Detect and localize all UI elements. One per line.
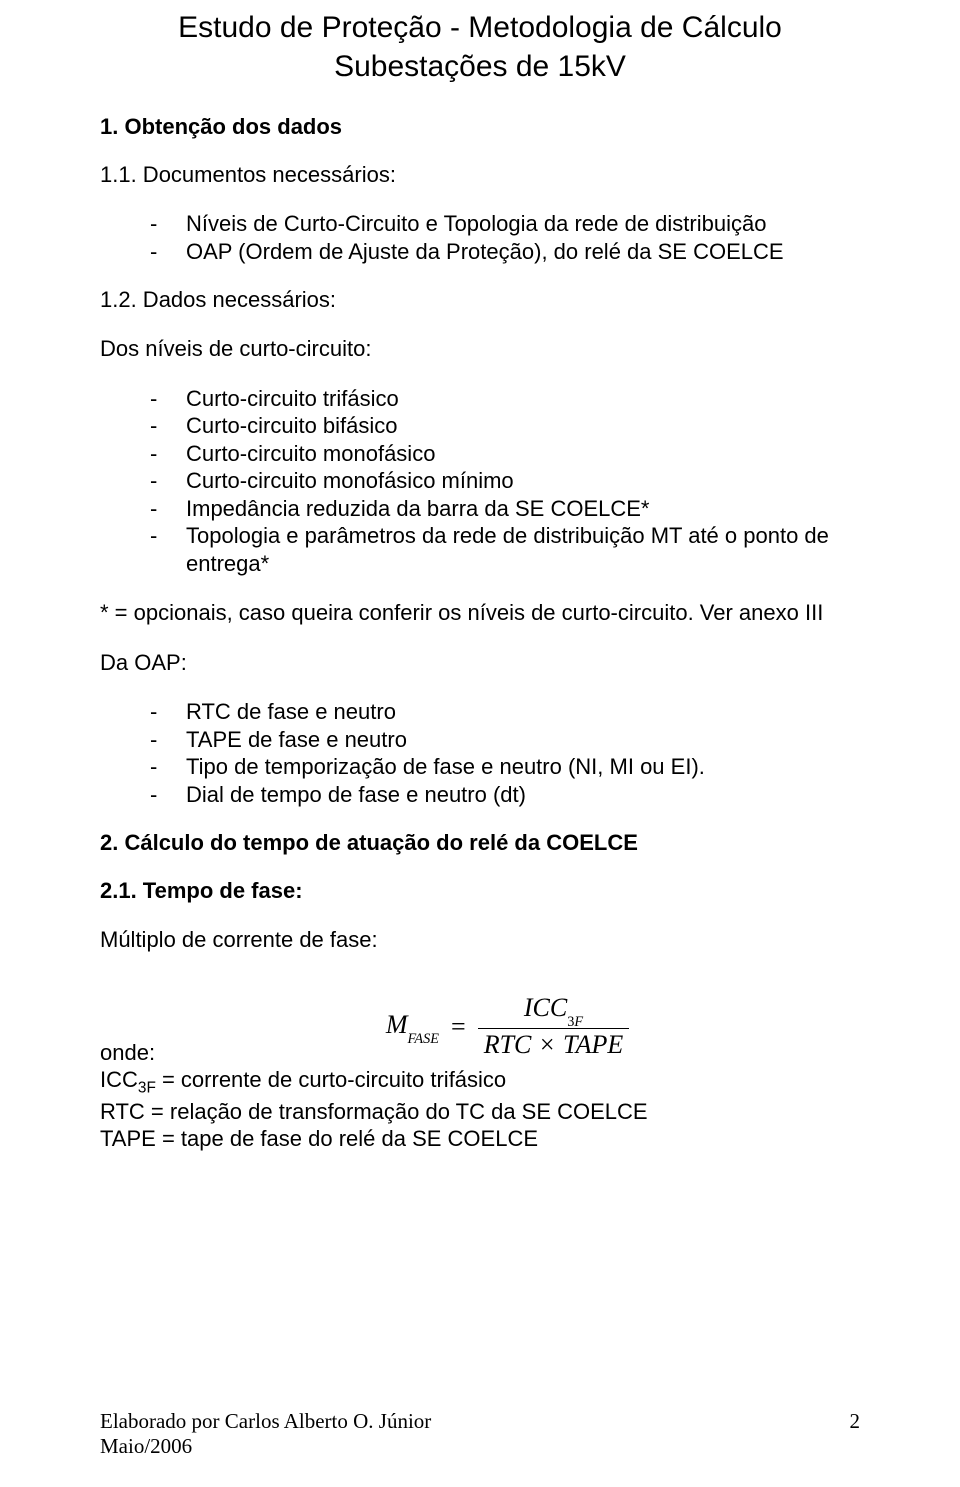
def-icc-post: = corrente de curto-circuito trifásico (156, 1067, 506, 1092)
oap-label: Da OAP: (100, 649, 860, 677)
list-item-text: Tipo de temporização de fase e neutro (N… (186, 753, 860, 781)
list-item-text: OAP (Ordem de Ajuste da Proteção), do re… (186, 238, 860, 266)
formula-num-var: ICC (524, 993, 567, 1022)
list-item: -TAPE de fase e neutro (150, 726, 860, 754)
intro-text: Dos níveis de curto-circuito: (100, 335, 860, 363)
list-item-text: Curto-circuito bifásico (186, 412, 860, 440)
footer-author: Elaborado por Carlos Alberto O. Júnior (100, 1409, 431, 1434)
formula-den-b: TAPE (563, 1030, 623, 1059)
list-item: -Impedância reduzida da barra da SE COEL… (150, 495, 860, 523)
list-dados: -Curto-circuito trifásico -Curto-circuit… (150, 385, 860, 578)
list-item: -Topologia e parâmetros da rede de distr… (150, 522, 860, 577)
list-item-text: Curto-circuito trifásico (186, 385, 860, 413)
formula-den-op: × (538, 1030, 557, 1059)
list-item-text: RTC de fase e neutro (186, 698, 860, 726)
list-oap: -RTC de fase e neutro -TAPE de fase e ne… (150, 698, 860, 808)
title-block: Estudo de Proteção - Metodologia de Cálc… (100, 8, 860, 86)
definitions: ICC3F = corrente de curto-circuito trifá… (100, 1066, 860, 1153)
formula-eq: = (449, 1012, 468, 1042)
formula-fraction: ICC3F RTC × TAPE (478, 994, 630, 1061)
formula-num-sub2: F (574, 1014, 583, 1030)
footer-page: 2 (850, 1409, 861, 1459)
list-item: -Curto-circuito monofásico (150, 440, 860, 468)
formula-lhs-sub: FASE (408, 1031, 440, 1047)
heading-2: 2. Cálculo do tempo de atuação do relé d… (100, 830, 860, 856)
list-item-text: Níveis de Curto-Circuito e Topologia da … (186, 210, 860, 238)
def-icc-pre: ICC (100, 1067, 138, 1092)
list-item: -RTC de fase e neutro (150, 698, 860, 726)
list-docs: -Níveis de Curto-Circuito e Topologia da… (150, 210, 860, 265)
title-line-2: Subestações de 15kV (100, 47, 860, 86)
list-item: -Curto-circuito monofásico mínimo (150, 467, 860, 495)
formula-row: onde: MFASE = ICC3F RTC × TAPE (100, 976, 860, 1067)
formula-mfase: MFASE = ICC3F RTC × TAPE (155, 994, 860, 1061)
list-item: -Curto-circuito trifásico (150, 385, 860, 413)
list-item: -OAP (Ordem de Ajuste da Proteção), do r… (150, 238, 860, 266)
formula-den-a: RTC (484, 1030, 532, 1059)
note-text: * = opcionais, caso queira conferir os n… (100, 599, 860, 627)
heading-1-1: 1.1. Documentos necessários: (100, 162, 860, 188)
mult-label: Múltiplo de corrente de fase: (100, 926, 860, 954)
heading-2-1: 2.1. Tempo de fase: (100, 878, 860, 904)
list-item: -Tipo de temporização de fase e neutro (… (150, 753, 860, 781)
list-item-text: Impedância reduzida da barra da SE COELC… (186, 495, 860, 523)
list-item-text: Curto-circuito monofásico mínimo (186, 467, 860, 495)
onde-label: onde: (100, 1040, 155, 1066)
list-item: -Curto-circuito bifásico (150, 412, 860, 440)
def-line: ICC3F = corrente de curto-circuito trifá… (100, 1066, 860, 1098)
heading-1-2: 1.2. Dados necessários: (100, 287, 860, 313)
def-line: TAPE = tape de fase do relé da SE COELCE (100, 1125, 860, 1153)
list-item-text: Topologia e parâmetros da rede de distri… (186, 522, 860, 577)
list-item-text: Curto-circuito monofásico (186, 440, 860, 468)
list-item-text: Dial de tempo de fase e neutro (dt) (186, 781, 860, 809)
heading-1: 1. Obtenção dos dados (100, 114, 860, 140)
list-item-text: TAPE de fase e neutro (186, 726, 860, 754)
list-item: -Níveis de Curto-Circuito e Topologia da… (150, 210, 860, 238)
footer-left: Elaborado por Carlos Alberto O. Júnior M… (100, 1409, 431, 1459)
footer: Elaborado por Carlos Alberto O. Júnior M… (100, 1409, 860, 1459)
def-icc-sub: 3F (138, 1079, 156, 1096)
footer-date: Maio/2006 (100, 1434, 431, 1459)
list-item: -Dial de tempo de fase e neutro (dt) (150, 781, 860, 809)
formula-lhs-var: M (386, 1010, 408, 1039)
def-line: RTC = relação de transformação do TC da … (100, 1098, 860, 1126)
title-line-1: Estudo de Proteção - Metodologia de Cálc… (100, 8, 860, 47)
